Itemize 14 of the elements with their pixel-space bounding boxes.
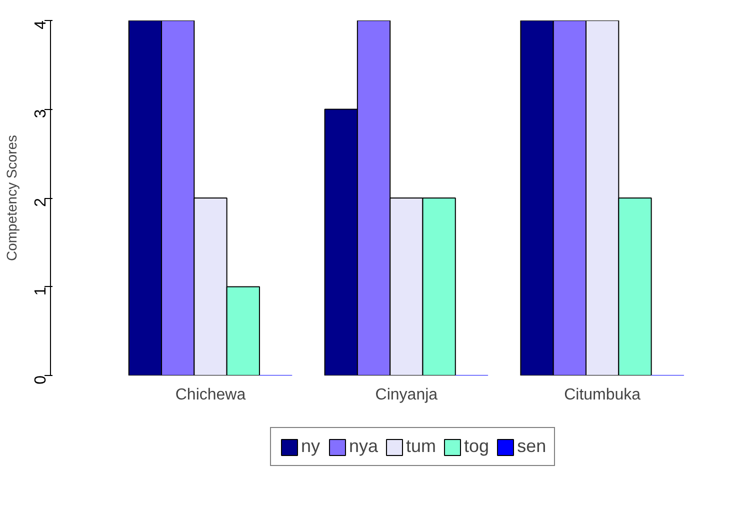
x-tick-label: Cinyanja [375,386,438,404]
y-tick-label: 0 [32,375,50,384]
legend-label: ny [301,436,321,457]
y-tick-label: 3 [32,109,50,118]
legend-label: nya [349,436,378,457]
y-tick-label: 1 [32,286,50,296]
y-axis-title: Competency Scores [4,134,20,262]
x-tick-label: Citumbuka [564,386,641,404]
y-tick-label: 4 [32,20,50,30]
x-tick-label: Chichewa [175,386,246,404]
legend-label: tum [406,436,436,457]
legend-label: sen [517,436,546,457]
legend-label: tog [464,436,490,457]
y-tick-label: 2 [32,198,50,207]
